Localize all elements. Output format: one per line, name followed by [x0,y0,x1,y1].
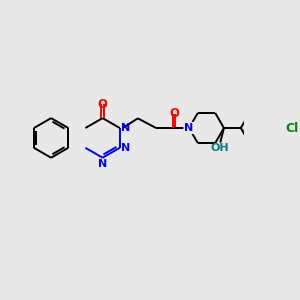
Text: O: O [98,98,108,111]
Text: OH: OH [211,142,230,152]
Text: N: N [121,123,130,133]
Text: N: N [121,143,130,153]
Text: Cl: Cl [286,122,299,134]
Text: O: O [169,107,179,120]
Text: N: N [98,159,107,169]
Text: N: N [184,123,194,133]
